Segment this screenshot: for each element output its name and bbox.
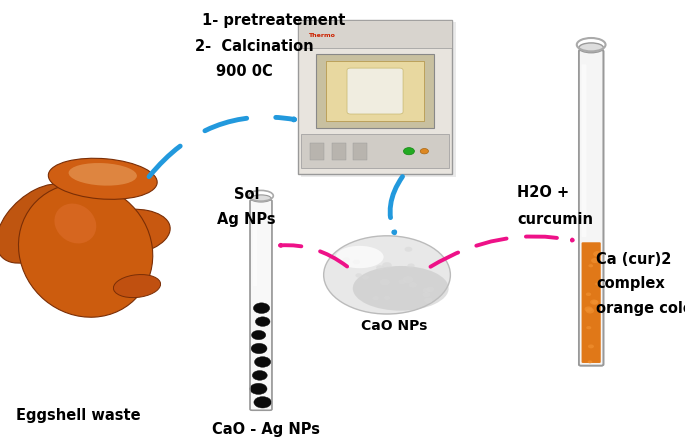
- Circle shape: [593, 251, 602, 257]
- Text: curcumin: curcumin: [517, 211, 593, 227]
- FancyBboxPatch shape: [332, 143, 346, 160]
- Ellipse shape: [18, 183, 153, 317]
- Circle shape: [250, 383, 267, 394]
- Circle shape: [426, 287, 434, 292]
- FancyArrowPatch shape: [390, 177, 403, 233]
- Circle shape: [403, 276, 413, 283]
- Circle shape: [591, 258, 599, 263]
- Ellipse shape: [336, 246, 384, 268]
- Circle shape: [399, 279, 406, 284]
- FancyBboxPatch shape: [301, 134, 449, 168]
- Circle shape: [403, 148, 414, 155]
- Ellipse shape: [114, 274, 160, 298]
- Circle shape: [256, 317, 270, 326]
- Circle shape: [592, 300, 599, 304]
- Circle shape: [408, 263, 414, 268]
- Ellipse shape: [579, 43, 603, 53]
- Ellipse shape: [54, 203, 97, 244]
- FancyBboxPatch shape: [353, 143, 367, 160]
- FancyBboxPatch shape: [582, 64, 586, 237]
- FancyBboxPatch shape: [253, 210, 257, 286]
- Circle shape: [255, 357, 271, 367]
- Circle shape: [356, 273, 362, 278]
- Circle shape: [380, 279, 390, 285]
- Ellipse shape: [84, 209, 170, 256]
- Circle shape: [254, 396, 271, 408]
- FancyBboxPatch shape: [326, 61, 424, 121]
- Text: 900 0C: 900 0C: [216, 64, 273, 79]
- Circle shape: [588, 345, 594, 348]
- FancyBboxPatch shape: [582, 242, 601, 363]
- Text: Thermo: Thermo: [308, 33, 335, 38]
- FancyBboxPatch shape: [250, 200, 272, 410]
- FancyBboxPatch shape: [301, 22, 456, 177]
- Text: 1- pretreatement: 1- pretreatement: [202, 13, 345, 28]
- Circle shape: [588, 264, 593, 267]
- Circle shape: [405, 247, 412, 252]
- Circle shape: [595, 283, 599, 285]
- Circle shape: [586, 308, 594, 313]
- Circle shape: [588, 360, 593, 363]
- Circle shape: [342, 257, 350, 262]
- Circle shape: [409, 282, 416, 287]
- Ellipse shape: [323, 236, 451, 314]
- FancyBboxPatch shape: [310, 143, 324, 160]
- Text: H2O +: H2O +: [517, 185, 569, 200]
- Text: CaO NPs: CaO NPs: [361, 319, 427, 333]
- Circle shape: [586, 326, 591, 329]
- Ellipse shape: [0, 184, 79, 263]
- Ellipse shape: [49, 158, 157, 199]
- Circle shape: [253, 303, 270, 313]
- Text: Sol: Sol: [234, 187, 260, 202]
- Ellipse shape: [353, 266, 449, 311]
- Circle shape: [373, 296, 379, 300]
- Circle shape: [584, 307, 593, 312]
- FancyBboxPatch shape: [298, 20, 452, 48]
- Circle shape: [590, 299, 598, 305]
- Circle shape: [423, 288, 430, 293]
- Ellipse shape: [251, 195, 271, 202]
- FancyArrowPatch shape: [430, 236, 573, 267]
- Circle shape: [353, 260, 360, 264]
- Text: CaO - Ag NPs: CaO - Ag NPs: [212, 422, 320, 437]
- FancyBboxPatch shape: [298, 20, 452, 174]
- Circle shape: [362, 275, 369, 279]
- Circle shape: [424, 298, 432, 303]
- Circle shape: [420, 148, 429, 154]
- Circle shape: [423, 292, 430, 297]
- FancyArrowPatch shape: [149, 117, 295, 177]
- Circle shape: [376, 265, 384, 270]
- Circle shape: [251, 330, 266, 340]
- Circle shape: [586, 292, 591, 296]
- FancyBboxPatch shape: [316, 54, 434, 128]
- Text: Ca (cur)2: Ca (cur)2: [596, 252, 671, 267]
- Circle shape: [252, 371, 267, 380]
- Circle shape: [251, 343, 267, 354]
- Ellipse shape: [68, 163, 137, 186]
- Circle shape: [382, 262, 392, 269]
- Text: complex: complex: [596, 276, 664, 291]
- FancyArrowPatch shape: [280, 245, 347, 266]
- Circle shape: [384, 296, 390, 300]
- FancyBboxPatch shape: [347, 68, 403, 114]
- FancyBboxPatch shape: [579, 50, 603, 366]
- Text: Ag NPs: Ag NPs: [217, 211, 276, 227]
- Text: orange color: orange color: [596, 301, 685, 316]
- Text: Eggshell waste: Eggshell waste: [16, 408, 141, 423]
- Text: 2-  Calcination: 2- Calcination: [195, 39, 314, 55]
